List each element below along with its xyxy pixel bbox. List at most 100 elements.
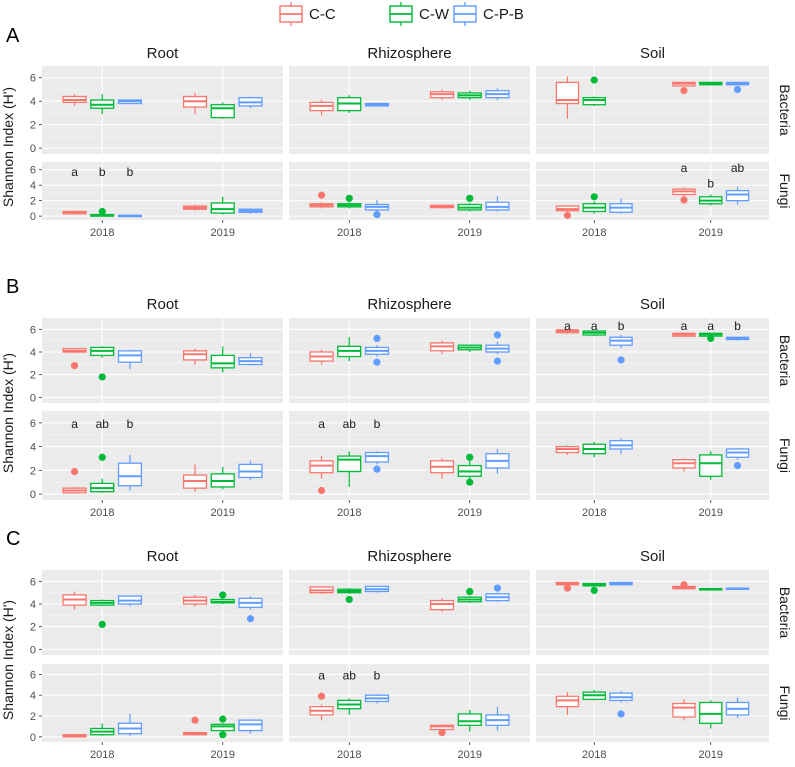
y-tick-label: 6	[30, 418, 36, 430]
outlier-point	[617, 710, 625, 718]
y-tick-label: 4	[30, 180, 36, 192]
significance-letter: b	[374, 668, 381, 682]
facet-root-bacteria	[42, 65, 283, 154]
box-2019-cpb	[485, 584, 510, 602]
box-2019-cpb	[725, 447, 750, 470]
y-axis-title: Shannon Index (H')	[0, 353, 16, 473]
y-tick-label: 4	[30, 96, 36, 108]
box-2019-cw	[699, 588, 723, 591]
outlier-point	[246, 615, 255, 623]
box-2019-cc	[672, 81, 696, 95]
box-2019-cc	[182, 92, 208, 115]
x-tick-label: 2018	[582, 507, 606, 519]
outlier-point	[345, 595, 353, 604]
box-2019-cpb	[238, 353, 263, 366]
facet-soil-fungi	[536, 663, 769, 742]
box-2018-cc	[309, 692, 334, 721]
outlier-point	[373, 334, 381, 342]
outlier-point	[466, 194, 474, 202]
legend-item-cw: C-W	[389, 2, 450, 26]
box-2019-cc	[182, 716, 208, 736]
box-body	[555, 81, 580, 105]
outlier-point	[466, 587, 474, 596]
box-2018-cw	[90, 453, 115, 493]
box-2018-cc	[309, 100, 334, 116]
x-tick-label: 2018	[582, 227, 606, 239]
x-tick-label: 2019	[458, 749, 482, 761]
box-2018-cpb	[117, 595, 143, 607]
box-2018-cc	[555, 581, 580, 592]
significance-letter: b	[127, 417, 134, 431]
box-2019-cpb	[238, 460, 263, 480]
outlier-point	[219, 731, 227, 739]
facet-background	[289, 664, 530, 742]
box-2018-cw	[337, 95, 362, 113]
column-strip-rhizosphere: Rhizosphere	[367, 296, 451, 313]
box-2018-cpb	[364, 334, 390, 366]
box-2019-cc	[672, 581, 696, 590]
significance-letter: a	[681, 319, 688, 333]
box-body	[182, 350, 208, 361]
box-body	[210, 202, 235, 214]
box-body	[555, 695, 580, 708]
facet-soil-bacteria	[536, 569, 769, 655]
box-2019-cc	[429, 204, 455, 209]
box-2018-cpb	[609, 198, 633, 214]
box-2019-cw	[457, 453, 482, 486]
box-2019-cpb	[725, 186, 750, 205]
legend-label: C-P-B	[483, 6, 524, 23]
box-2018-cc	[555, 445, 580, 455]
box-body	[699, 701, 723, 724]
box-2018-cw	[90, 599, 115, 629]
facet-rhizosphere-fungi	[289, 161, 530, 220]
significance-letter: a	[564, 319, 571, 333]
box-2019-cc	[429, 89, 455, 101]
facet-root-bacteria	[42, 317, 283, 403]
facet-rhizosphere-bacteria	[289, 317, 530, 403]
box-body	[238, 719, 263, 732]
box-2018-cc	[62, 347, 87, 370]
box-2018-cc	[309, 191, 334, 209]
outlier-point	[707, 334, 715, 342]
facet-rhizosphere-fungi: a ab b	[289, 663, 530, 742]
significance-letter: ab	[343, 668, 357, 682]
box-2018-cw	[90, 94, 115, 115]
box-2019-cw	[457, 709, 482, 732]
box-2018-cpb	[117, 214, 143, 218]
column-strip-soil: Soil	[640, 296, 665, 313]
box-2018-cpb	[364, 102, 390, 107]
box-2018-cc	[309, 456, 334, 495]
box-2018-cc	[309, 349, 334, 365]
box-2019-cpb	[725, 336, 750, 341]
legend-item-cpb: C-P-B	[453, 2, 524, 26]
box-2018-cw	[337, 337, 362, 362]
outlier-point	[373, 210, 381, 219]
box-2018-cc	[62, 467, 87, 494]
y-axis-title: Shannon Index (H')	[0, 600, 16, 720]
outlier-point	[345, 194, 353, 202]
box-2018-cc	[309, 585, 334, 594]
significance-letter: a	[591, 319, 598, 333]
box-2019-cw	[699, 451, 723, 480]
x-tick-label: 2019	[458, 507, 482, 519]
outlier-point	[438, 729, 446, 737]
box-2019-cw	[210, 715, 235, 739]
box-2018-cpb	[609, 335, 633, 364]
facet-rhizosphere-bacteria	[289, 569, 530, 655]
outlier-point	[680, 196, 688, 204]
legend-item-cc: C-C	[279, 2, 336, 26]
significance-letter: b	[99, 165, 106, 179]
panel-b: B Root Rhizosphere Soil Bacteria Fungi Shannon…	[0, 276, 793, 519]
column-strip-root: Root	[147, 296, 180, 313]
x-tick-label: 2019	[211, 507, 235, 519]
facet-soil-bacteria	[536, 65, 769, 154]
box-2019-cpb	[238, 96, 263, 109]
outlier-point	[373, 465, 381, 473]
box-2018-cc	[62, 591, 87, 610]
box-2019-cw	[699, 194, 723, 206]
box-2019-cpb	[725, 587, 750, 590]
box-2018-cpb	[117, 454, 143, 491]
row-strip-fungi: Fungi	[777, 685, 793, 720]
